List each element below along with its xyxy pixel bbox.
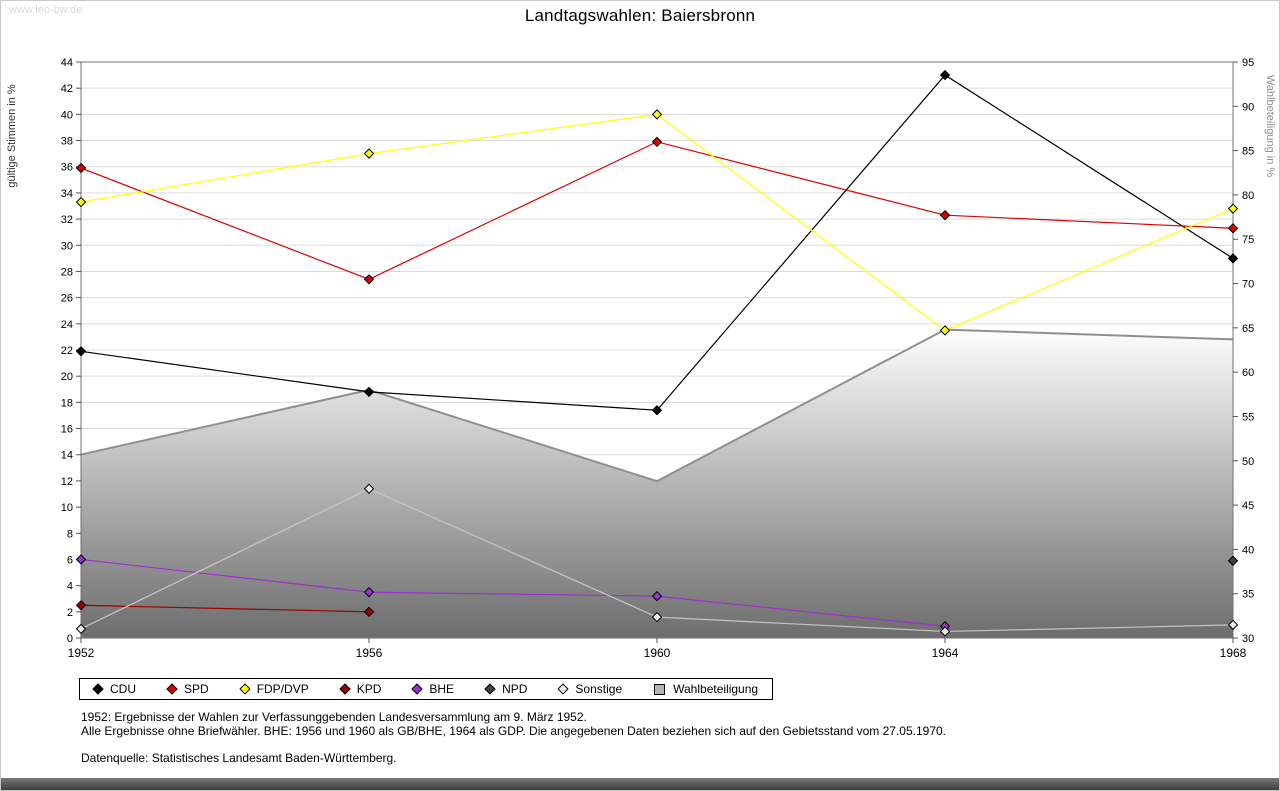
svg-text:24: 24 (61, 319, 73, 331)
svg-text:34: 34 (61, 188, 73, 200)
svg-text:30: 30 (61, 240, 73, 252)
svg-text:30: 30 (1242, 633, 1254, 645)
svg-text:70: 70 (1242, 279, 1254, 291)
svg-text:75: 75 (1242, 234, 1254, 246)
legend-label: CDU (110, 682, 136, 696)
svg-text:50: 50 (1242, 456, 1254, 468)
svg-text:60: 60 (1242, 367, 1254, 379)
legend-diamond-marker (411, 683, 424, 695)
svg-text:16: 16 (61, 424, 73, 436)
svg-text:28: 28 (61, 266, 73, 278)
legend-diamond-marker (484, 683, 496, 695)
svg-text:65: 65 (1242, 323, 1254, 335)
svg-text:14: 14 (61, 450, 73, 462)
chart-canvas: 0246810121416182022242628303234363840424… (6, 57, 1276, 660)
footer-bar (1, 778, 1279, 790)
svg-text:10: 10 (61, 502, 73, 514)
legend-label: BHE (429, 682, 455, 696)
svg-text:95: 95 (1242, 57, 1254, 69)
svg-text:38: 38 (61, 136, 73, 148)
legend-item-sonstige: Sonstige (557, 682, 623, 696)
svg-text:35: 35 (1242, 589, 1254, 601)
svg-text:1964: 1964 (932, 646, 959, 660)
footnote-line-2: Alle Ergebnisse ohne Briefwähler. BHE: 1… (81, 724, 947, 738)
svg-text:40: 40 (61, 109, 73, 121)
legend-label: Sonstige (575, 682, 623, 696)
svg-text:gültige Stimmen in %: gültige Stimmen in % (6, 84, 18, 188)
legend-diamond-marker (92, 683, 104, 695)
svg-text:42: 42 (61, 83, 73, 95)
svg-text:6: 6 (67, 554, 73, 566)
svg-text:40: 40 (1242, 544, 1254, 556)
svg-text:18: 18 (61, 397, 73, 409)
svg-text:44: 44 (61, 57, 73, 69)
svg-text:36: 36 (61, 162, 73, 174)
legend-diamond-marker (166, 683, 178, 695)
legend-item-fdp-dvp: FDP/DVP (239, 682, 309, 696)
svg-text:4: 4 (67, 581, 73, 593)
svg-text:20: 20 (61, 371, 73, 383)
legend-diamond-marker (339, 683, 351, 695)
legend-label: KPD (356, 682, 382, 696)
svg-text:32: 32 (61, 214, 73, 226)
svg-text:26: 26 (61, 293, 73, 305)
legend-label: NPD (502, 682, 528, 696)
chart-legend: CDU SPD FDP/DVP KPD BHE NPD Sonstige Wahlbeteil… (79, 678, 774, 700)
svg-text:1968: 1968 (1220, 646, 1247, 660)
legend-label: Wahlbeteiligung (673, 682, 759, 696)
chart-title: Landtagswahlen: Baiersbronn (524, 6, 756, 25)
svg-text:22: 22 (61, 345, 73, 357)
legend-item-wahlbeteiligung: Wahlbeteiligung (654, 682, 758, 696)
footnote-source: Datenquelle: Statistisches Landesamt Bad… (81, 751, 397, 765)
svg-text:1956: 1956 (356, 646, 383, 660)
svg-text:12: 12 (61, 476, 73, 488)
svg-text:Wahlbeteiligung in %: Wahlbeteiligung in % (1264, 75, 1276, 178)
svg-text:0: 0 (67, 633, 73, 645)
site-watermark: www.leo-bw.de (9, 4, 83, 16)
svg-text:1960: 1960 (644, 646, 671, 660)
legend-item-kpd: KPD (339, 682, 382, 696)
svg-text:80: 80 (1242, 190, 1254, 202)
footnotes: 1952: Ergebnisse der Wahlen zur Verfassu… (81, 710, 946, 765)
svg-text:85: 85 (1242, 146, 1254, 158)
svg-text:90: 90 (1242, 101, 1254, 113)
svg-text:2: 2 (67, 607, 73, 619)
legend-diamond-marker (239, 683, 251, 695)
legend-item-spd: SPD (166, 682, 209, 696)
legend-item-cdu: CDU (92, 682, 136, 696)
legend-label: FDP/DVP (256, 682, 309, 696)
footnote-line-1: 1952: Ergebnisse der Wahlen zur Verfassu… (81, 710, 587, 724)
legend-diamond-marker (557, 683, 570, 695)
svg-text:1952: 1952 (68, 646, 95, 660)
legend-item-bhe: BHE (411, 682, 455, 696)
legend-square-swatch (654, 683, 666, 695)
svg-text:45: 45 (1242, 500, 1254, 512)
svg-text:8: 8 (67, 528, 73, 540)
svg-text:55: 55 (1242, 411, 1254, 423)
legend-item-npd: NPD (484, 682, 528, 696)
legend-label: SPD (184, 682, 209, 696)
